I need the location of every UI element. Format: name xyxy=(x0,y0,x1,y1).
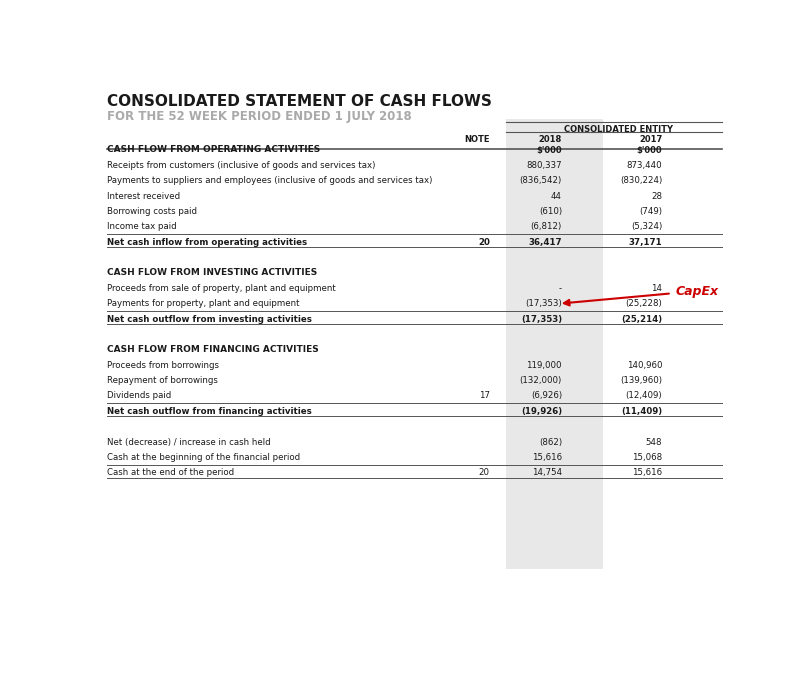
Text: Income tax paid: Income tax paid xyxy=(108,222,177,232)
Text: CONSOLIDATED ENTITY: CONSOLIDATED ENTITY xyxy=(564,125,673,134)
Text: 14,754: 14,754 xyxy=(532,468,562,477)
Text: -: - xyxy=(559,284,562,292)
Text: Interest received: Interest received xyxy=(108,192,180,200)
Text: (836,542): (836,542) xyxy=(519,176,562,185)
Text: CASH FLOW FROM INVESTING ACTIVITIES: CASH FLOW FROM INVESTING ACTIVITIES xyxy=(108,268,318,278)
Text: (610): (610) xyxy=(539,207,562,216)
Text: Net (decrease) / increase in cash held: Net (decrease) / increase in cash held xyxy=(108,437,271,447)
Text: 119,000: 119,000 xyxy=(527,361,562,370)
Text: 14: 14 xyxy=(651,284,663,292)
Text: (25,214): (25,214) xyxy=(621,315,663,324)
Text: Cash at the end of the period: Cash at the end of the period xyxy=(108,468,235,477)
Text: 44: 44 xyxy=(551,192,562,200)
Text: (132,000): (132,000) xyxy=(519,376,562,385)
Text: (862): (862) xyxy=(539,437,562,447)
Text: CASH FLOW FROM OPERATING ACTIVITIES: CASH FLOW FROM OPERATING ACTIVITIES xyxy=(108,146,320,154)
Text: 2017
$'000: 2017 $'000 xyxy=(637,135,663,155)
Text: Borrowing costs paid: Borrowing costs paid xyxy=(108,207,197,216)
Text: (6,812): (6,812) xyxy=(531,222,562,232)
Text: CONSOLIDATED STATEMENT OF CASH FLOWS: CONSOLIDATED STATEMENT OF CASH FLOWS xyxy=(108,94,492,109)
Text: Net cash outflow from financing activities: Net cash outflow from financing activiti… xyxy=(108,407,312,416)
Text: 548: 548 xyxy=(646,437,663,447)
Text: NOTE: NOTE xyxy=(464,135,490,144)
Text: 20: 20 xyxy=(478,238,490,246)
Text: (139,960): (139,960) xyxy=(621,376,663,385)
Text: 36,417: 36,417 xyxy=(528,238,562,246)
Text: (25,228): (25,228) xyxy=(625,299,663,308)
Text: 17: 17 xyxy=(479,391,490,400)
Text: FOR THE 52 WEEK PERIOD ENDED 1 JULY 2018: FOR THE 52 WEEK PERIOD ENDED 1 JULY 2018 xyxy=(108,110,412,123)
Text: (830,224): (830,224) xyxy=(620,176,663,185)
Text: Proceeds from sale of property, plant and equipment: Proceeds from sale of property, plant an… xyxy=(108,284,337,292)
Text: (11,409): (11,409) xyxy=(621,407,663,416)
Text: (5,324): (5,324) xyxy=(631,222,663,232)
Text: Repayment of borrowings: Repayment of borrowings xyxy=(108,376,218,385)
Text: 880,337: 880,337 xyxy=(527,160,562,170)
Text: 873,440: 873,440 xyxy=(627,160,663,170)
Text: 15,616: 15,616 xyxy=(532,453,562,462)
Text: 28: 28 xyxy=(651,192,663,200)
Text: (17,353): (17,353) xyxy=(525,299,562,308)
Text: (17,353): (17,353) xyxy=(521,315,562,324)
Text: 140,960: 140,960 xyxy=(627,361,663,370)
Text: Cash at the beginning of the financial period: Cash at the beginning of the financial p… xyxy=(108,453,300,462)
Text: 2018
$'000: 2018 $'000 xyxy=(536,135,562,155)
Text: Net cash outflow from investing activities: Net cash outflow from investing activiti… xyxy=(108,315,312,324)
Text: 37,171: 37,171 xyxy=(629,238,663,246)
Text: Receipts from customers (inclusive of goods and services tax): Receipts from customers (inclusive of go… xyxy=(108,160,375,170)
Text: 15,616: 15,616 xyxy=(632,468,663,477)
Text: Dividends paid: Dividends paid xyxy=(108,391,172,400)
Text: Payments for property, plant and equipment: Payments for property, plant and equipme… xyxy=(108,299,300,308)
Text: CapEx: CapEx xyxy=(676,285,718,299)
Text: (6,926): (6,926) xyxy=(531,391,562,400)
Text: CASH FLOW FROM FINANCING ACTIVITIES: CASH FLOW FROM FINANCING ACTIVITIES xyxy=(108,345,319,354)
Text: (19,926): (19,926) xyxy=(521,407,562,416)
Bar xyxy=(506,119,603,569)
Text: (749): (749) xyxy=(639,207,663,216)
Text: 20: 20 xyxy=(479,468,490,477)
Text: Proceeds from borrowings: Proceeds from borrowings xyxy=(108,361,219,370)
Text: Payments to suppliers and employees (inclusive of goods and services tax): Payments to suppliers and employees (inc… xyxy=(108,176,433,185)
Text: (12,409): (12,409) xyxy=(625,391,663,400)
Text: 15,068: 15,068 xyxy=(632,453,663,462)
Text: Net cash inflow from operating activities: Net cash inflow from operating activitie… xyxy=(108,238,307,246)
